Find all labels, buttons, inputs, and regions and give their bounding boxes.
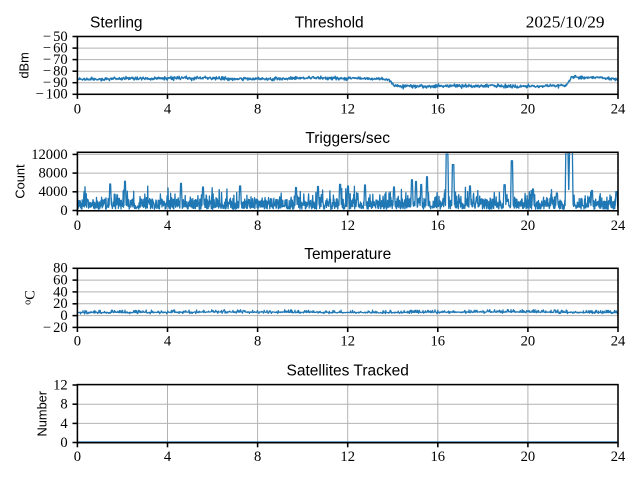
svg-text:Sterling: Sterling [90, 15, 143, 32]
svg-text:16: 16 [431, 218, 446, 234]
svg-text:12: 12 [340, 218, 355, 234]
svg-text:12: 12 [340, 449, 355, 465]
svg-text:12: 12 [53, 377, 68, 393]
svg-text:Satellites Tracked: Satellites Tracked [287, 362, 409, 379]
svg-text:oC: oC [23, 290, 39, 305]
svg-text:−50: −50 [43, 29, 68, 45]
svg-text:8: 8 [254, 218, 261, 234]
svg-text:0: 0 [74, 334, 81, 350]
svg-text:8: 8 [60, 397, 67, 413]
svg-text:80: 80 [53, 261, 68, 277]
svg-text:Count: Count [13, 164, 28, 199]
svg-text:40: 40 [53, 284, 68, 300]
svg-text:−70: −70 [43, 52, 68, 68]
svg-text:dBm: dBm [17, 52, 32, 78]
svg-text:12000: 12000 [31, 147, 67, 163]
svg-text:20: 20 [521, 334, 536, 350]
svg-text:8: 8 [254, 102, 261, 118]
svg-text:−80: −80 [43, 64, 68, 80]
svg-text:4: 4 [164, 102, 172, 118]
svg-text:24: 24 [611, 334, 626, 350]
svg-text:Number: Number [35, 390, 50, 436]
svg-text:16: 16 [431, 102, 446, 118]
svg-text:24: 24 [611, 218, 626, 234]
svg-text:12: 12 [340, 102, 355, 118]
svg-text:8000: 8000 [39, 166, 68, 182]
svg-text:−90: −90 [43, 75, 68, 91]
svg-text:20: 20 [521, 449, 536, 465]
svg-text:Threshold: Threshold [295, 15, 364, 32]
svg-text:8: 8 [254, 334, 261, 350]
svg-text:−20: −20 [43, 320, 68, 336]
svg-text:2025/10/29: 2025/10/29 [526, 13, 605, 32]
svg-text:20: 20 [521, 218, 536, 234]
svg-text:Temperature: Temperature [304, 246, 391, 263]
svg-text:4000: 4000 [39, 184, 68, 200]
svg-text:4: 4 [164, 334, 172, 350]
svg-text:24: 24 [611, 449, 626, 465]
svg-text:24: 24 [611, 102, 626, 118]
svg-text:0: 0 [60, 203, 67, 219]
svg-text:20: 20 [53, 296, 68, 312]
svg-text:8: 8 [254, 449, 261, 465]
svg-text:0: 0 [60, 308, 67, 324]
svg-text:Triggers/sec: Triggers/sec [305, 130, 390, 147]
svg-text:12: 12 [340, 334, 355, 350]
svg-text:0: 0 [74, 102, 81, 118]
svg-text:4: 4 [164, 449, 172, 465]
svg-text:0: 0 [74, 449, 81, 465]
svg-text:16: 16 [431, 334, 446, 350]
svg-text:60: 60 [53, 273, 68, 289]
svg-text:−60: −60 [43, 41, 68, 57]
svg-text:4: 4 [164, 218, 172, 234]
svg-text:20: 20 [521, 102, 536, 118]
svg-text:0: 0 [60, 435, 67, 451]
svg-text:16: 16 [431, 449, 446, 465]
svg-text:0: 0 [74, 218, 81, 234]
svg-text:−100: −100 [36, 87, 68, 103]
svg-text:4: 4 [60, 416, 68, 432]
